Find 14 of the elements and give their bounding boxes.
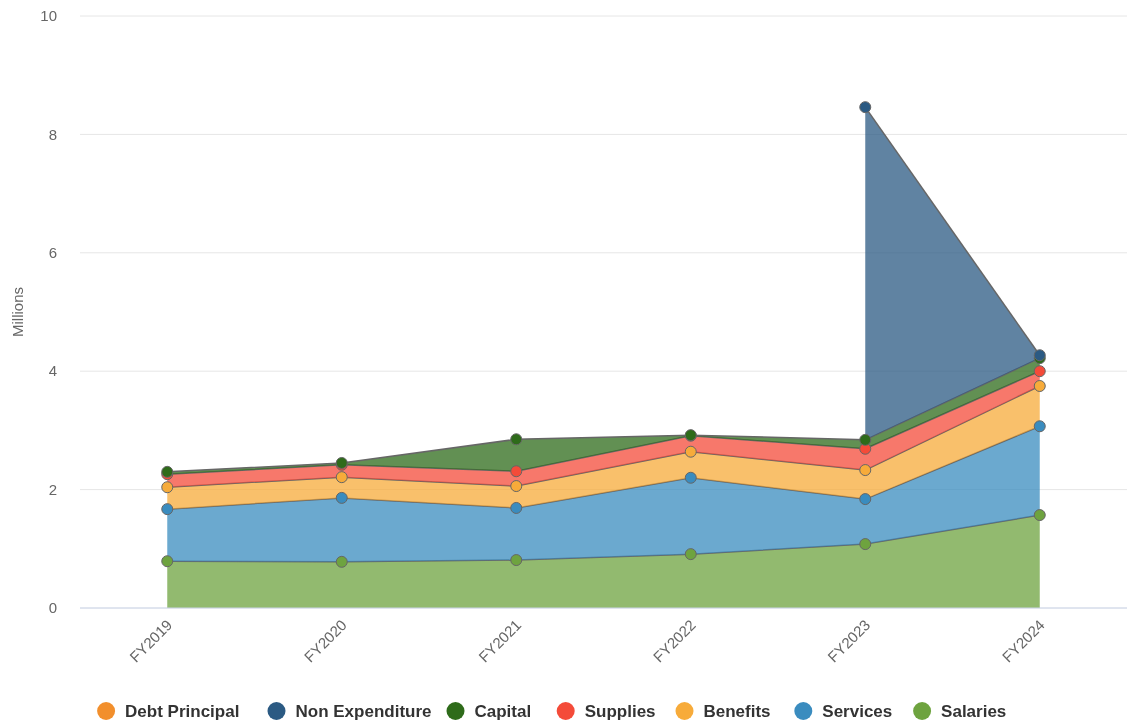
y-tick-label: 0 [48,599,57,617]
y-tick-label: 4 [48,362,57,380]
legend-label: Benefits [703,701,771,721]
y-tick-label: 10 [40,7,57,25]
legend-label: Supplies [584,701,656,721]
legend-label: Capital [474,701,532,721]
legend-label: Debt Principal [125,701,240,721]
legend-label: Services [822,701,893,721]
y-tick-label: 8 [48,125,57,143]
y-tick-label: 6 [48,244,57,262]
legend-label: Non Expenditure [295,701,432,721]
y-axis-title: Millions [9,286,26,338]
legend-label: Salaries [941,701,1007,721]
y-tick-label: 2 [48,480,57,498]
